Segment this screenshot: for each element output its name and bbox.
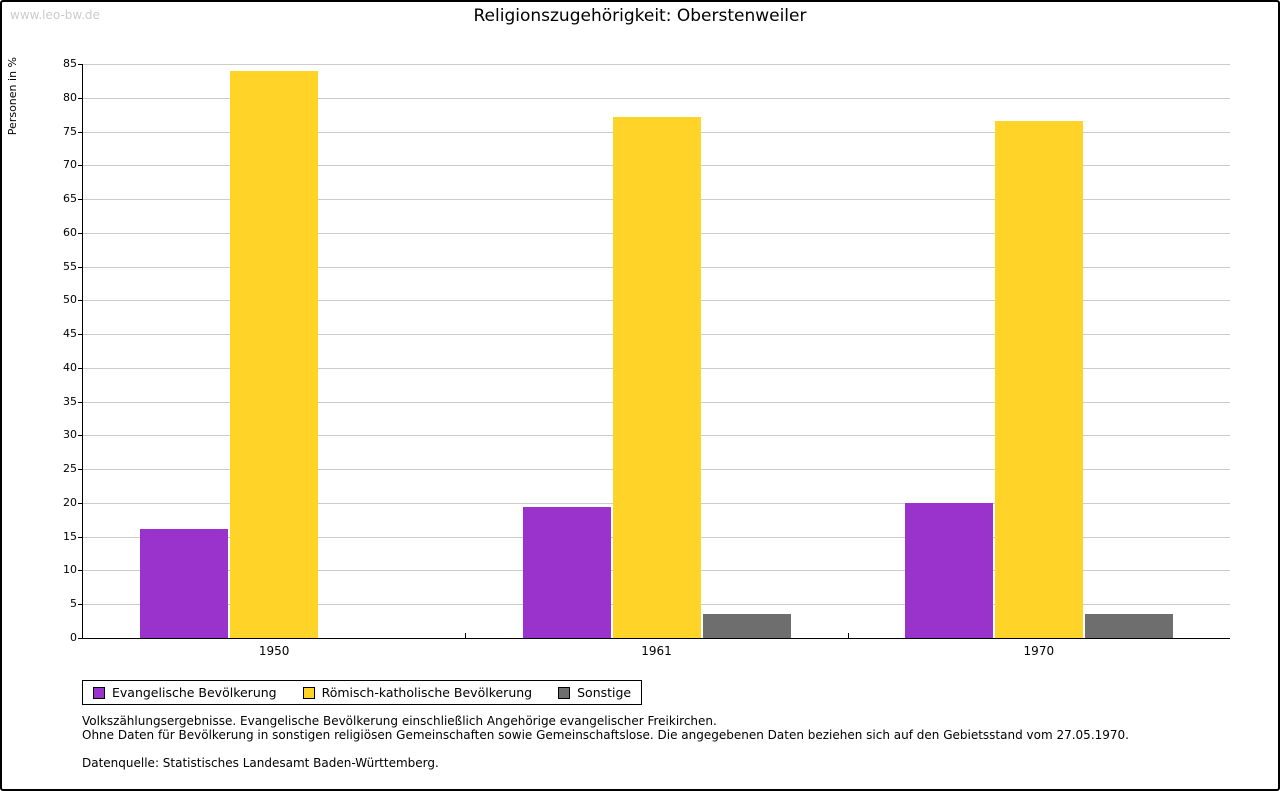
x-category-label: 1961 [641, 644, 672, 658]
y-tick-label: 70 [63, 158, 77, 172]
y-tick-mark [78, 199, 83, 201]
y-tick-label: 65 [63, 192, 77, 206]
y-tick-label: 0 [70, 631, 77, 644]
bar [702, 614, 791, 638]
bar [140, 528, 229, 638]
legend-label: Römisch-katholische Bevölkerung [321, 685, 533, 700]
y-tick-label: 40 [63, 360, 77, 374]
bar [1084, 614, 1173, 638]
watermark: www.leo-bw.de [10, 8, 100, 22]
y-tick-label: 75 [63, 124, 77, 138]
y-tick-label: 60 [63, 225, 77, 239]
y-tick-mark [78, 638, 83, 639]
y-tick-mark [78, 536, 83, 538]
gridline [83, 97, 1230, 99]
x-tick-mark [465, 633, 467, 638]
y-tick-mark [78, 502, 83, 504]
y-tick-label: 45 [63, 327, 77, 341]
y-tick-mark [78, 300, 83, 302]
y-tick-mark [78, 570, 83, 572]
y-tick-mark [78, 165, 83, 167]
gridline [83, 64, 1230, 65]
data-source: Datenquelle: Statistisches Landesamt Bad… [82, 756, 439, 771]
y-tick-mark [78, 131, 83, 133]
y-tick-label: 80 [63, 90, 77, 104]
x-category-label: 1970 [1023, 644, 1055, 658]
y-tick-mark [78, 232, 83, 234]
y-tick-label: 5 [70, 597, 77, 611]
legend-label: Sonstige [577, 685, 632, 700]
bar [994, 120, 1083, 638]
legend-swatch-icon [93, 686, 105, 699]
y-tick-label: 55 [63, 259, 77, 273]
legend-item: Römisch-katholische Bevölkerung [302, 685, 533, 700]
legend: Evangelische Bevölkerung Römisch-katholis… [82, 680, 643, 705]
chart-title: Religionszugehörigkeit: Oberstenweiler [473, 6, 807, 26]
legend-item: Evangelische Bevölkerung [93, 685, 277, 700]
y-tick-label: 15 [63, 529, 77, 543]
y-tick-mark [78, 97, 83, 99]
footnote-line-1: Volkszählungsergebnisse. Evangelische Be… [82, 714, 717, 728]
legend-swatch-icon [302, 686, 315, 699]
footnotes: Volkszählungsergebnisse. Evangelische Be… [82, 714, 1238, 770]
y-tick-label: 30 [63, 428, 77, 442]
bar [522, 507, 611, 638]
y-tick-label: 35 [63, 394, 77, 408]
y-tick-label: 20 [63, 495, 77, 509]
x-category-label: 1950 [258, 644, 290, 658]
y-tick-label: 50 [63, 293, 77, 307]
y-tick-mark [78, 367, 83, 369]
legend-swatch-icon [558, 686, 571, 699]
legend-label: Evangelische Bevölkerung [112, 685, 277, 700]
y-tick-mark [78, 266, 83, 268]
footnote-line-2: Ohne Daten für Bevölkerung in sonstigen … [82, 728, 1129, 743]
y-tick-label: 25 [63, 462, 77, 476]
y-tick-mark [78, 604, 83, 606]
plot-area: 0 5 10 15 20 25 30 35 40 45 50 55 60 65 70 75 80 85 1950 19… [63, 57, 1230, 658]
bar [612, 116, 701, 638]
y-tick-mark [78, 469, 83, 471]
y-tick-label: 85 [63, 57, 77, 70]
y-tick-mark [78, 334, 83, 336]
x-tick-mark [847, 633, 849, 638]
y-tick-mark [78, 435, 83, 437]
y-tick-mark [78, 401, 83, 403]
legend-item: Sonstige [558, 685, 631, 700]
y-axis-label: Personen in % [6, 57, 19, 136]
y-tick-mark [78, 64, 83, 65]
y-tick-label: 10 [63, 563, 77, 577]
bar [230, 70, 319, 638]
bar [904, 502, 993, 638]
